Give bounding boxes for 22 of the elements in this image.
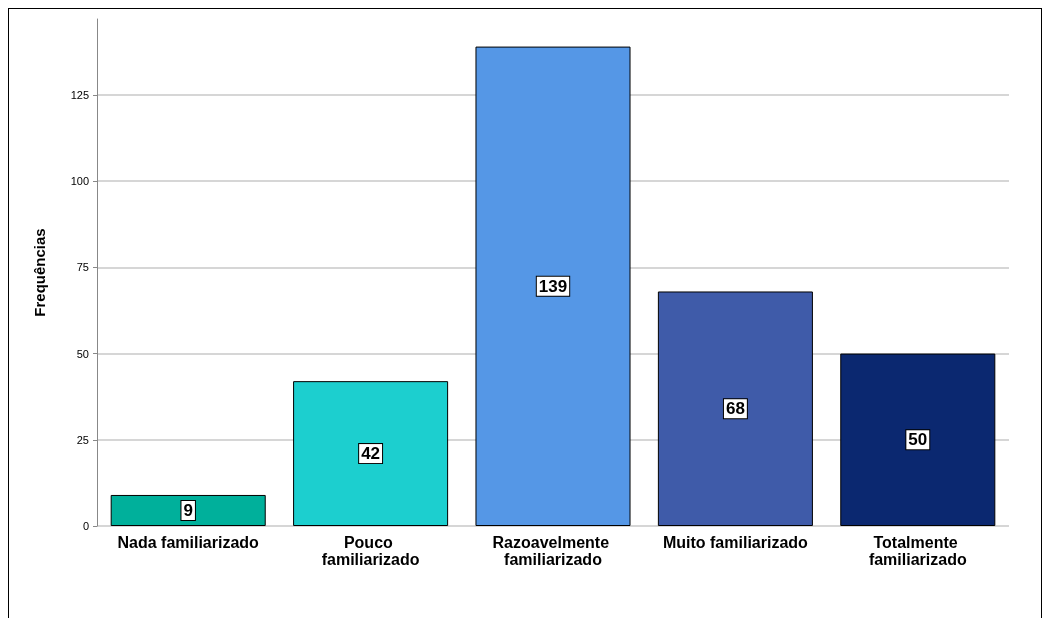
data-label: 139 [538,276,568,296]
data-label: 50 [908,430,928,450]
data-label: 68 [725,399,745,419]
y-tick-label: 50 [76,347,89,360]
bar [110,494,266,526]
bar [657,291,813,526]
y-tick-label: 125 [70,88,89,101]
data-label: 42 [361,444,381,464]
x-tick-label: Pouco familiarizado [321,534,420,568]
y-tick-label: 25 [76,433,89,446]
y-tick-label: 75 [76,261,89,274]
bar [475,46,631,526]
x-tick-label: Razoavelmente familiarizado [492,534,614,568]
y-tick-label: 0 [82,520,89,532]
x-tick-label: Nada familiarizado [117,534,260,551]
bar [293,381,449,526]
x-tick-label: Totalmente familiarizado [868,534,967,568]
data-label: 9 [183,500,193,520]
y-axis-title: Frequências [31,228,48,317]
bar [840,353,996,526]
y-tick-label: 100 [70,175,89,188]
x-tick-label: Muito familiarizado [662,534,809,551]
